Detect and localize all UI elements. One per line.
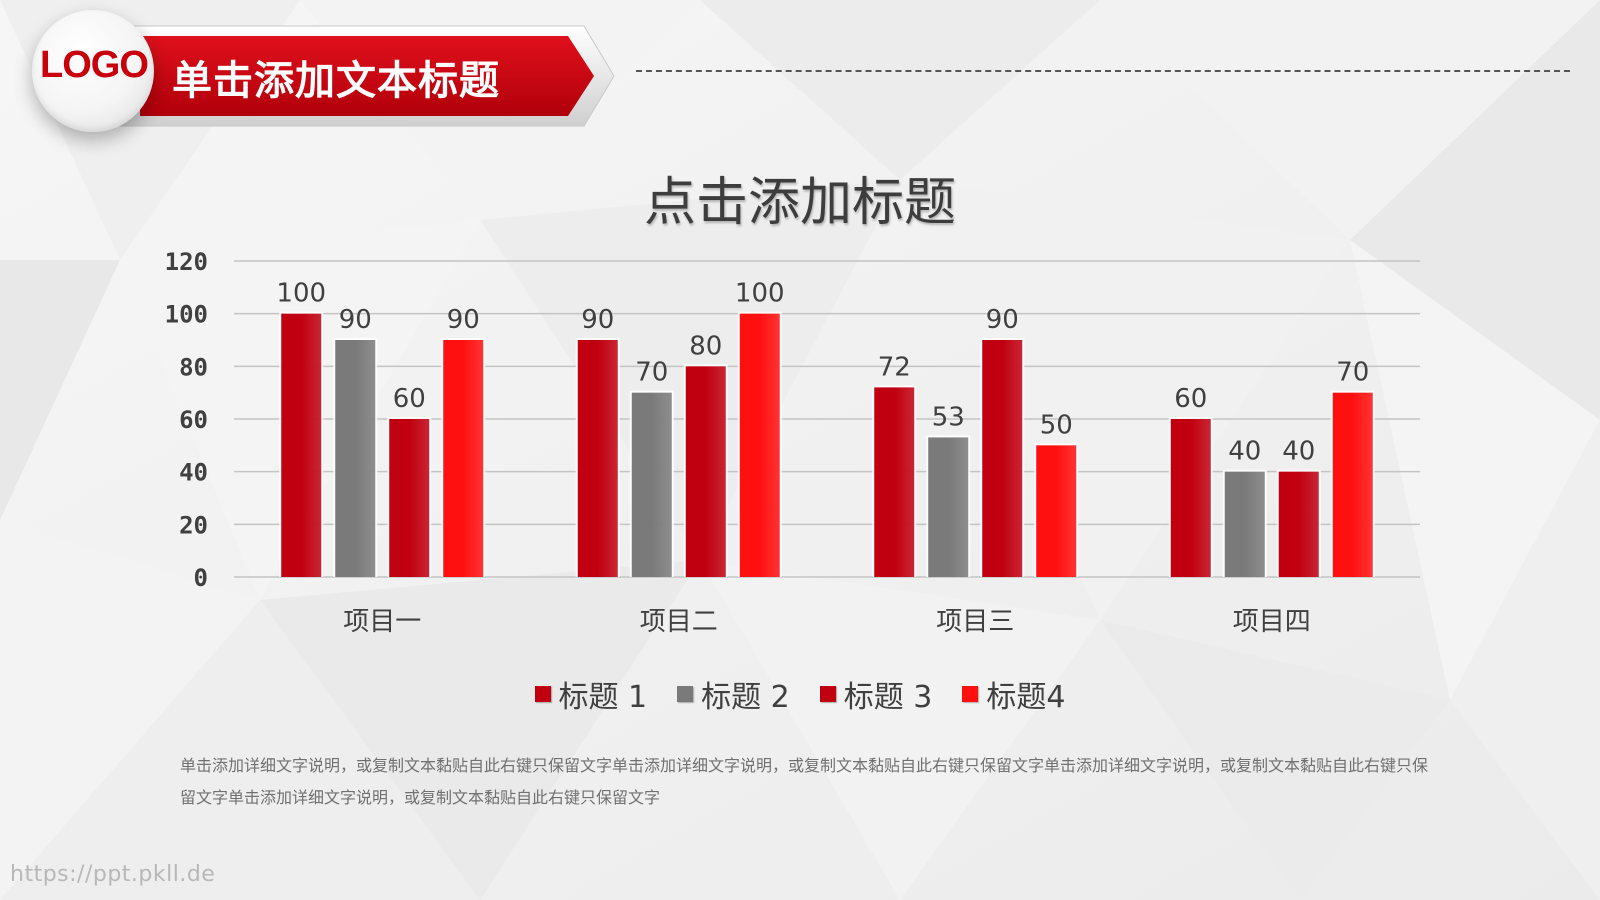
y-tick-label: 100	[165, 301, 208, 329]
x-tick-label: 项目二	[640, 607, 718, 637]
data-label: 70	[635, 358, 668, 388]
bar	[1224, 471, 1265, 577]
y-tick-label: 40	[179, 459, 208, 487]
bar	[1332, 392, 1373, 577]
bar	[1036, 445, 1077, 577]
y-tick-label: 0	[194, 564, 208, 592]
data-label: 72	[878, 352, 911, 382]
bar	[1170, 419, 1211, 577]
legend-swatch	[962, 686, 979, 702]
header: LOGO 单击添加文本标题	[0, 0, 1570, 150]
data-label: 100	[276, 279, 326, 309]
header-divider	[636, 70, 1570, 72]
legend-swatch	[677, 686, 694, 702]
data-label: 60	[1174, 384, 1207, 414]
bar	[335, 340, 376, 577]
legend-swatch	[819, 686, 836, 702]
data-label: 90	[581, 305, 614, 335]
data-label: 100	[735, 279, 785, 309]
bar	[874, 387, 915, 577]
description-text: 单击添加详细文字说明，或复制文本黏贴自此右键只保留文字单击添加详细文字说明，或复…	[180, 756, 1429, 807]
y-tick-label: 60	[179, 406, 208, 434]
bar	[739, 313, 780, 577]
data-label: 53	[932, 402, 965, 432]
bar	[389, 419, 430, 577]
chart-legend: 标题 1 标题 2 标题 3 标题4	[0, 672, 1600, 716]
x-tick-label: 项目三	[936, 607, 1014, 637]
bar	[982, 340, 1023, 577]
bar	[685, 366, 726, 577]
data-label: 40	[1228, 437, 1261, 467]
data-label: 90	[986, 305, 1019, 335]
legend-swatch	[534, 686, 551, 702]
data-label: 90	[447, 305, 480, 335]
bar	[928, 437, 969, 577]
logo-badge	[32, 10, 154, 132]
bar	[631, 392, 672, 577]
data-label: 40	[1282, 437, 1315, 467]
header-title: 单击添加文本标题	[172, 58, 500, 104]
legend-item: 标题 2	[677, 672, 790, 716]
data-label: 80	[689, 331, 722, 361]
legend-item: 标题 1	[534, 672, 648, 716]
legend-label: 标题 2	[701, 680, 790, 715]
legend-label: 标题 1	[558, 680, 648, 715]
y-tick-label: 120	[165, 248, 208, 276]
data-label: 50	[1040, 410, 1073, 440]
bar	[281, 313, 322, 577]
data-label: 70	[1336, 358, 1369, 388]
legend-item: 标题4	[962, 672, 1065, 716]
x-tick-label: 项目一	[343, 607, 421, 637]
y-tick-label: 20	[179, 511, 208, 539]
bar	[1278, 471, 1319, 577]
legend-label: 标题4	[986, 680, 1066, 715]
chart-title: 点击添加标题	[643, 173, 956, 233]
bar	[443, 340, 484, 577]
legend-label: 标题 3	[843, 680, 933, 715]
bar	[577, 340, 618, 577]
logo-text: LOGO	[40, 44, 149, 86]
data-label: 60	[393, 384, 426, 414]
legend-item: 标题 3	[819, 672, 933, 716]
watermark: https://ppt.pkll.de	[10, 862, 216, 887]
y-tick-label: 80	[179, 353, 208, 381]
data-label: 90	[339, 305, 372, 335]
x-tick-label: 项目四	[1233, 607, 1311, 637]
